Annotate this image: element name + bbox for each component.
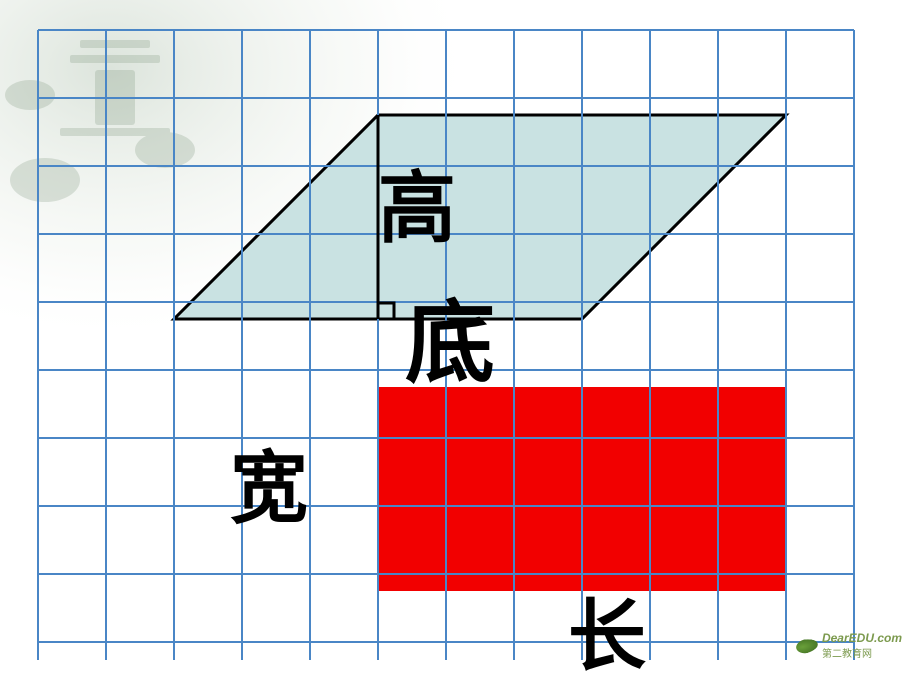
length-label: 长 [568, 598, 646, 676]
width-label: 宽 [230, 450, 308, 528]
leaf-icon [795, 636, 819, 654]
watermark-text-block: DearEDU.com 第二教育网 [822, 631, 902, 660]
watermark-logo: DearEDU.com 第二教育网 [796, 631, 902, 660]
watermark-text-sub: 第二教育网 [822, 645, 902, 660]
base-label: 底 [405, 300, 495, 390]
diagram-stage: 高 底 宽 长 DearEDU.com 第二教育网 [0, 0, 920, 690]
watermark-text-main: DearEDU.com [822, 631, 902, 645]
height-label: 高 [378, 170, 456, 248]
